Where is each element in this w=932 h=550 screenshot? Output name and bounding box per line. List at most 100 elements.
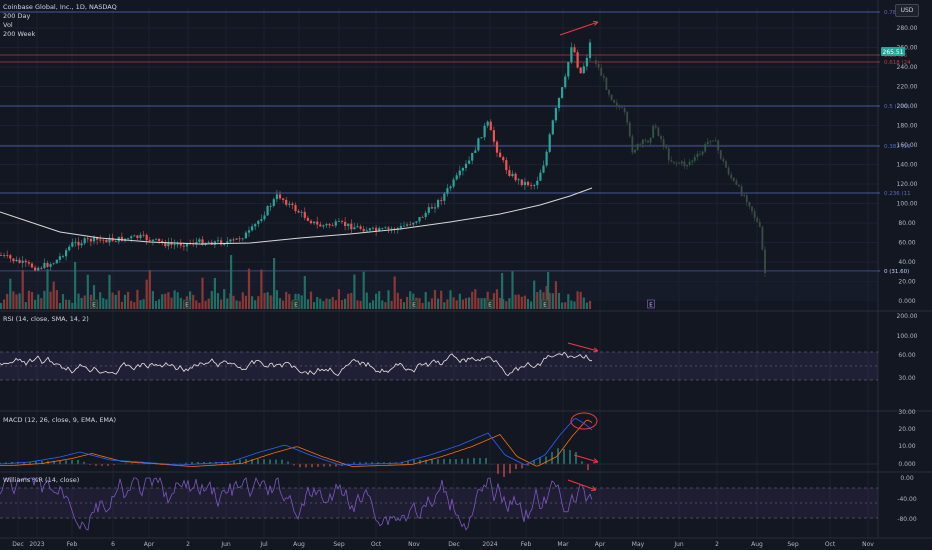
- rsi-legend[interactable]: RSI (14, close, SMA, 14, 2): [3, 315, 89, 323]
- volume-bar: [390, 300, 393, 309]
- price-tick: 220.00: [897, 84, 918, 91]
- williams-legend[interactable]: Williams %R (14, close): [3, 476, 80, 484]
- macd-histogram-bar: [239, 459, 241, 465]
- volume-bar: [424, 291, 427, 309]
- projected-candle: [730, 174, 733, 178]
- candle: [266, 206, 269, 216]
- candle: [133, 235, 136, 237]
- macd-histogram-bar: [311, 464, 313, 468]
- projected-candle: [608, 89, 610, 95]
- volume-bar: [337, 289, 340, 309]
- candle: [179, 243, 182, 246]
- candle: [154, 238, 158, 240]
- candle: [167, 242, 170, 247]
- projected-candle: [636, 143, 639, 150]
- volume-bar: [536, 292, 539, 309]
- volume-bar: [24, 302, 27, 309]
- candle: [502, 157, 505, 161]
- price-tick: 180.00: [897, 123, 918, 130]
- candle: [464, 163, 468, 168]
- time-tick: Apr: [595, 541, 606, 548]
- macd-histogram-bar: [95, 464, 97, 466]
- candle: [418, 216, 421, 222]
- volume-bar: [3, 299, 6, 309]
- projected-candle: [657, 127, 660, 136]
- volume-bar: [241, 292, 244, 309]
- candle: [43, 263, 46, 269]
- volume-bar: [257, 296, 260, 309]
- volume-bar: [347, 293, 350, 309]
- projected-candle: [699, 153, 701, 155]
- candle: [198, 239, 201, 243]
- price-tick: 200.00: [897, 103, 918, 110]
- volume-bar: [340, 300, 344, 309]
- price-tick: 140.00: [897, 162, 918, 169]
- volume-spike: [230, 255, 233, 309]
- volume-bar: [344, 298, 347, 309]
- volume-bar: [142, 299, 145, 309]
- volume-bar: [551, 293, 554, 309]
- indicator-vol[interactable]: Vol: [3, 21, 13, 29]
- macd-legend[interactable]: MACD (12, 26, close, 9, EMA, EMA): [3, 416, 117, 424]
- time-tick: Sep: [787, 541, 799, 548]
- candle: [530, 185, 533, 186]
- earnings-marker-label: E: [543, 303, 547, 309]
- macd-histogram-bar: [479, 458, 481, 465]
- price-tick: 40.00: [898, 259, 915, 266]
- volume-bar: [375, 293, 378, 309]
- macd-histogram-bar: [455, 459, 457, 465]
- projected-candle: [751, 206, 753, 212]
- macd-histogram-bar: [431, 459, 433, 465]
- macd-histogram-bar: [293, 464, 295, 466]
- macd-histogram-bar: [557, 448, 559, 465]
- projected-candle: [597, 64, 600, 68]
- macd-histogram-bar: [569, 450, 571, 465]
- volume-bar: [365, 292, 368, 309]
- projected-candle: [628, 122, 631, 137]
- macd-divergence-arrow: [573, 454, 599, 463]
- volume-bar: [334, 300, 337, 309]
- candle: [226, 241, 229, 244]
- macd-histogram-bar: [77, 459, 79, 465]
- price-tick: 20.00: [898, 279, 915, 286]
- candle: [437, 200, 440, 208]
- time-tick: May: [632, 541, 645, 548]
- volume-bar: [247, 268, 251, 309]
- fib-label: 0.5 (200): [884, 104, 909, 110]
- candle: [223, 243, 226, 245]
- macd-histogram-bar: [467, 458, 469, 465]
- divergence-annotations[interactable]: [559, 20, 599, 492]
- candle: [303, 211, 306, 218]
- volume-bar: [433, 289, 437, 309]
- candle: [282, 198, 285, 200]
- fibonacci-retracement[interactable]: 0.786 (250.65 (260.618 (240.5 (200)0.382…: [0, 10, 911, 301]
- candle: [294, 205, 297, 212]
- currency-button[interactable]: USD: [895, 4, 919, 17]
- volume-bar: [151, 291, 154, 309]
- projected-candle: [717, 140, 720, 151]
- volume-bar: [263, 292, 266, 309]
- macd-tick: 10.00: [898, 443, 915, 450]
- volume-bar: [396, 292, 399, 309]
- volume-spike: [547, 272, 550, 309]
- time-tick: 2023: [29, 541, 44, 548]
- macd-histogram-bar: [287, 461, 289, 465]
- volume-bar: [480, 298, 483, 309]
- volume-bar: [368, 302, 371, 309]
- volume-bar: [173, 290, 176, 309]
- candle: [145, 235, 148, 241]
- volume-bar: [359, 300, 362, 309]
- volume-bar: [328, 299, 331, 309]
- macd-histogram-bar: [245, 459, 247, 465]
- candle: [582, 66, 585, 74]
- macd-histogram-bar: [65, 460, 67, 465]
- indicator-200-day[interactable]: 200 Day: [3, 12, 31, 20]
- candle: [353, 227, 356, 230]
- macd-histogram-bar: [401, 461, 403, 465]
- volume-bar: [564, 302, 567, 309]
- indicator-200-week[interactable]: 200 Week: [3, 30, 36, 38]
- candle: [235, 238, 238, 240]
- time-tick: Jun: [220, 541, 231, 548]
- candle: [365, 230, 368, 232]
